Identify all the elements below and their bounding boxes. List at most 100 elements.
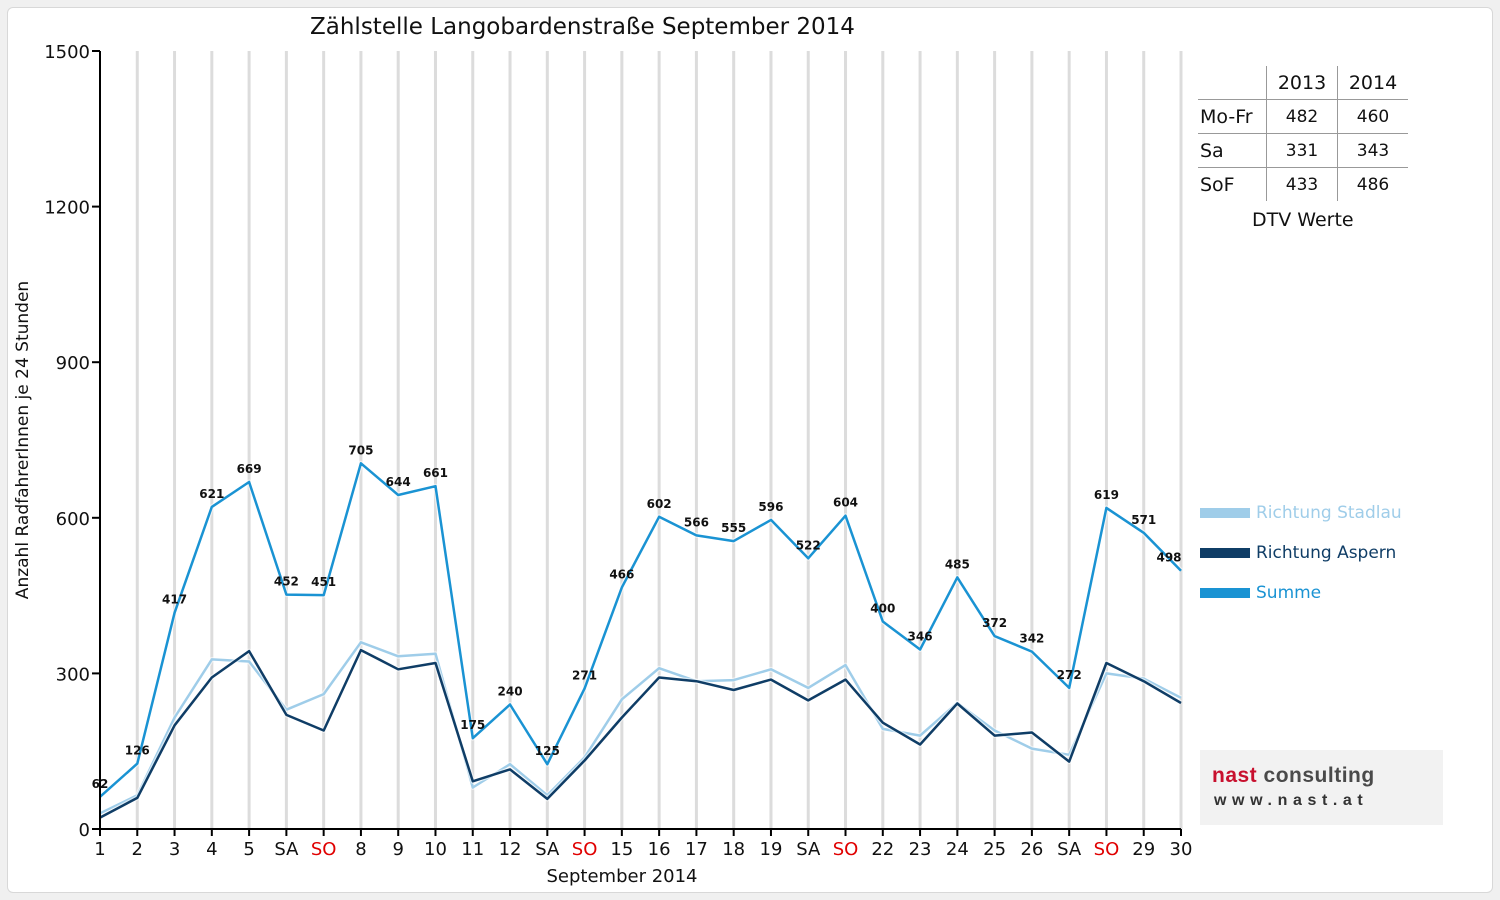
data-label: 619: [1094, 488, 1119, 502]
dtv-header-blank: [1198, 66, 1267, 100]
y-tick-label: 300: [56, 664, 90, 685]
y-axis-title: Anzahl RadfahrerInnen je 24 Stunden: [13, 281, 33, 599]
dtv-row: SoF 433 486: [1198, 167, 1408, 201]
series-line: [99, 641, 1182, 815]
logo-name: nast consulting: [1212, 764, 1375, 788]
x-tick-label: 12: [499, 839, 522, 860]
data-label: 604: [833, 496, 858, 510]
x-tick-label: 15: [610, 839, 633, 860]
x-tick-label: 30: [1170, 839, 1193, 860]
dtv-value-2014: 486: [1356, 174, 1390, 195]
y-tick-label: 1200: [44, 198, 90, 219]
data-label: 644: [386, 475, 411, 489]
data-label: 175: [460, 718, 485, 732]
data-label: 669: [237, 462, 262, 476]
x-tick-label: 23: [909, 839, 932, 860]
series-line-halo: [98, 460, 1183, 799]
y-tick-label: 0: [79, 820, 90, 841]
x-tick-label: 24: [946, 839, 969, 860]
chart-title: Zählstelle Langobardenstraße September 2…: [310, 14, 855, 40]
data-label: 705: [348, 443, 373, 457]
data-label: 272: [1057, 668, 1082, 682]
x-tick-label: SA: [274, 839, 299, 860]
x-tick-label: 16: [648, 839, 671, 860]
dtv-caption: DTV Werte: [1252, 209, 1354, 231]
dtv-row-label: Sa: [1198, 133, 1267, 168]
data-label: 240: [498, 685, 523, 699]
dtv-row: Sa 331 343: [1198, 133, 1408, 168]
legend-item-aspern: Richtung Aspern: [1200, 533, 1402, 573]
x-tick-label: SA: [1057, 839, 1082, 860]
dtv-header-row: 2013 2014: [1198, 66, 1408, 100]
x-tick-label: 10: [424, 839, 447, 860]
x-tick-label: 22: [871, 839, 894, 860]
dtv-table: 2013 2014 Mo-Fr 482 460 Sa 331 343 SoF 4…: [1198, 66, 1408, 201]
dtv-value-2014: 460: [1356, 106, 1390, 127]
dtv-value-2013: 482: [1266, 99, 1338, 134]
data-label: 498: [1156, 551, 1181, 565]
dtv-value-2013: 331: [1266, 133, 1338, 168]
dtv-header-2013: 2013: [1266, 66, 1338, 100]
x-tick-label: 9: [392, 839, 403, 860]
x-tick-label: 2: [132, 839, 143, 860]
data-label: 126: [125, 744, 150, 758]
data-labels: 62 126 417 621 669 452 451 705 644 661 175 240 125 27…: [92, 443, 1182, 791]
data-label: 596: [758, 500, 783, 514]
x-tick-label: SA: [535, 839, 560, 860]
logo-name-part2: consulting: [1257, 764, 1375, 787]
dtv-row-label: Mo-Fr: [1198, 99, 1267, 134]
x-tick-label: 8: [355, 839, 366, 860]
x-tick-label: SO: [1094, 839, 1120, 860]
data-label: 602: [647, 497, 672, 511]
data-label: 566: [684, 515, 709, 529]
data-label: 417: [162, 593, 187, 607]
series-line: [99, 462, 1182, 798]
series-line: [99, 648, 1182, 819]
x-tick-label: 5: [243, 839, 254, 860]
x-tick-label: SO: [311, 839, 337, 860]
legend-swatch: [1200, 548, 1250, 558]
data-label: 451: [311, 575, 336, 589]
data-label: 400: [870, 602, 895, 616]
logo-name-part1: nast: [1212, 764, 1258, 787]
data-label: 555: [721, 521, 746, 535]
data-label: 621: [199, 487, 224, 501]
dtv-value-2013: 433: [1266, 167, 1338, 201]
series-line-halo: [98, 639, 1183, 816]
data-label: 342: [1019, 632, 1044, 646]
x-tick-label: 3: [169, 839, 180, 860]
data-label: 522: [796, 538, 821, 552]
x-tick-label: 1: [94, 839, 105, 860]
series-lines: [98, 460, 1183, 820]
legend-label: Richtung Stadlau: [1256, 503, 1402, 523]
data-label: 372: [982, 616, 1007, 630]
dtv-value-2014: 343: [1356, 140, 1390, 161]
x-tick-label: SA: [796, 839, 821, 860]
data-label: 466: [609, 567, 634, 581]
data-label: 125: [535, 744, 560, 758]
data-label: 661: [423, 466, 448, 480]
legend-label: Summe: [1256, 583, 1322, 603]
y-tick-label: 1500: [44, 42, 90, 63]
dtv-row: Mo-Fr 482 460: [1198, 99, 1408, 134]
x-tick-label: 29: [1132, 839, 1155, 860]
data-label: 452: [274, 575, 299, 589]
logo-url: www.nast.at: [1214, 792, 1369, 809]
x-tick-label: SO: [833, 839, 859, 860]
x-axis-title: September 2014: [546, 866, 697, 887]
x-tick-label: 26: [1020, 839, 1043, 860]
x-tick-label: 19: [760, 839, 783, 860]
y-tick-label: 600: [56, 509, 90, 530]
data-label: 571: [1131, 513, 1156, 527]
legend-item-summe: Summe: [1200, 573, 1402, 613]
x-tick-label: 25: [983, 839, 1006, 860]
y-tick-label: 900: [56, 353, 90, 374]
x-tick-label: 18: [722, 839, 745, 860]
x-tick-label: SO: [572, 839, 598, 860]
company-logo: nast consulting www.nast.at: [1200, 750, 1443, 825]
legend-label: Richtung Aspern: [1256, 543, 1397, 563]
data-label: 271: [572, 668, 597, 682]
dtv-header-2014: 2014: [1348, 71, 1398, 94]
